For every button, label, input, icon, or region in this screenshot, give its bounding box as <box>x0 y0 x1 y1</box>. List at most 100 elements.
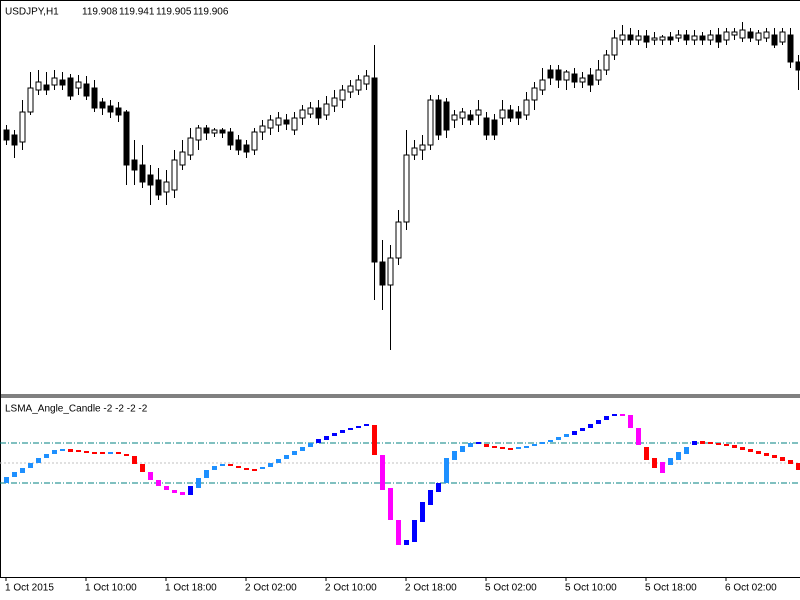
indicator-candle <box>492 446 497 448</box>
candle-body <box>235 139 242 151</box>
indicator-candle <box>436 483 441 492</box>
indicator-candle <box>452 451 457 460</box>
indicator-candle <box>468 443 473 447</box>
indicator-candle <box>276 459 281 463</box>
candle-body <box>395 221 402 259</box>
candle-body <box>579 77 586 83</box>
candle-body <box>483 117 490 136</box>
indicator-candle <box>628 415 633 428</box>
indicator-candle <box>20 468 25 473</box>
indicator-candle <box>140 464 145 472</box>
indicator-candle <box>756 451 761 454</box>
candle-body <box>315 107 322 119</box>
indicator-candle <box>356 426 361 428</box>
indicator-candle <box>260 467 265 469</box>
indicator-candle <box>476 442 481 444</box>
indicator-candle <box>92 452 97 454</box>
candle-body <box>619 34 626 41</box>
indicator-candle <box>516 447 521 449</box>
indicator-candle <box>612 414 617 416</box>
candle-body <box>355 79 362 91</box>
indicator-candle <box>236 466 241 468</box>
candle-body <box>451 114 458 121</box>
indicator-candle <box>36 458 41 463</box>
indicator-candle <box>364 424 369 426</box>
indicator-candle <box>220 464 225 466</box>
candle-body <box>547 69 554 79</box>
indicator-candle <box>700 441 705 444</box>
indicator-candle <box>268 463 273 467</box>
indicator-candle <box>52 450 57 454</box>
candle-body <box>723 31 730 41</box>
candle-body <box>779 31 786 43</box>
candle-body <box>107 105 114 113</box>
indicator-candle <box>692 441 697 445</box>
candle-body <box>187 137 194 156</box>
candle-body <box>379 261 386 286</box>
candle-body <box>3 129 10 141</box>
indicator-candle <box>292 451 297 455</box>
candle-body <box>523 99 530 116</box>
indicator-candle <box>188 486 193 495</box>
candle-body <box>115 107 122 116</box>
indicator-candle <box>412 520 417 542</box>
indicator-candle <box>388 488 393 520</box>
candle-body <box>171 159 178 191</box>
indicator-candle <box>28 463 33 468</box>
candle-body <box>35 81 42 91</box>
x-tick-label: 1 Oct 18:00 <box>165 583 217 594</box>
candle-body <box>179 151 186 166</box>
candle-body <box>531 87 538 101</box>
indicator-candle <box>380 455 385 490</box>
candle-body <box>739 29 746 39</box>
x-tick-label: 5 Oct 10:00 <box>565 583 617 594</box>
candle-body <box>427 99 434 146</box>
indicator-candle <box>532 444 537 446</box>
candle-body <box>211 129 218 134</box>
indicator-candle <box>164 486 169 490</box>
candle-body <box>403 154 410 223</box>
indicator-candle <box>772 455 777 458</box>
candle-body <box>691 35 698 41</box>
candle-body <box>83 83 90 97</box>
indicator-candle <box>540 442 545 444</box>
indicator-candle <box>124 454 129 456</box>
indicator-candle <box>604 416 609 420</box>
indicator-candle <box>180 492 185 495</box>
indicator-candle <box>172 490 177 493</box>
candle-body <box>347 85 354 93</box>
indicator-candle <box>60 449 65 451</box>
indicator-candle <box>84 451 89 453</box>
candle-body <box>19 111 26 143</box>
indicator-candle <box>148 472 153 480</box>
candle-body <box>259 125 266 133</box>
candle-body <box>683 34 690 41</box>
candle-body <box>595 69 602 81</box>
candle-body <box>371 77 378 263</box>
indicator-candle <box>524 446 529 448</box>
candle-body <box>243 144 250 153</box>
header-open: 119.908 <box>82 7 118 18</box>
x-tick-label: 2 Oct 10:00 <box>325 583 377 594</box>
candle-body <box>699 35 706 41</box>
indicator-candle <box>308 443 313 447</box>
indicator-candle <box>420 502 425 522</box>
candle-body <box>787 34 794 63</box>
indicator-candle <box>156 480 161 486</box>
candle-body <box>27 87 34 113</box>
indicator-candle <box>644 447 649 460</box>
candle-body <box>731 31 738 36</box>
candle-body <box>747 31 754 39</box>
indicator-candle <box>4 477 9 483</box>
candle-body <box>339 89 346 101</box>
candle-body <box>563 71 570 81</box>
indicator-candle <box>484 444 489 447</box>
candle-body <box>155 179 162 196</box>
indicator-candle <box>212 466 217 470</box>
x-tick-label: 2 Oct 02:00 <box>245 583 297 594</box>
indicator-candle <box>252 469 257 471</box>
indicator-candle <box>100 452 105 454</box>
